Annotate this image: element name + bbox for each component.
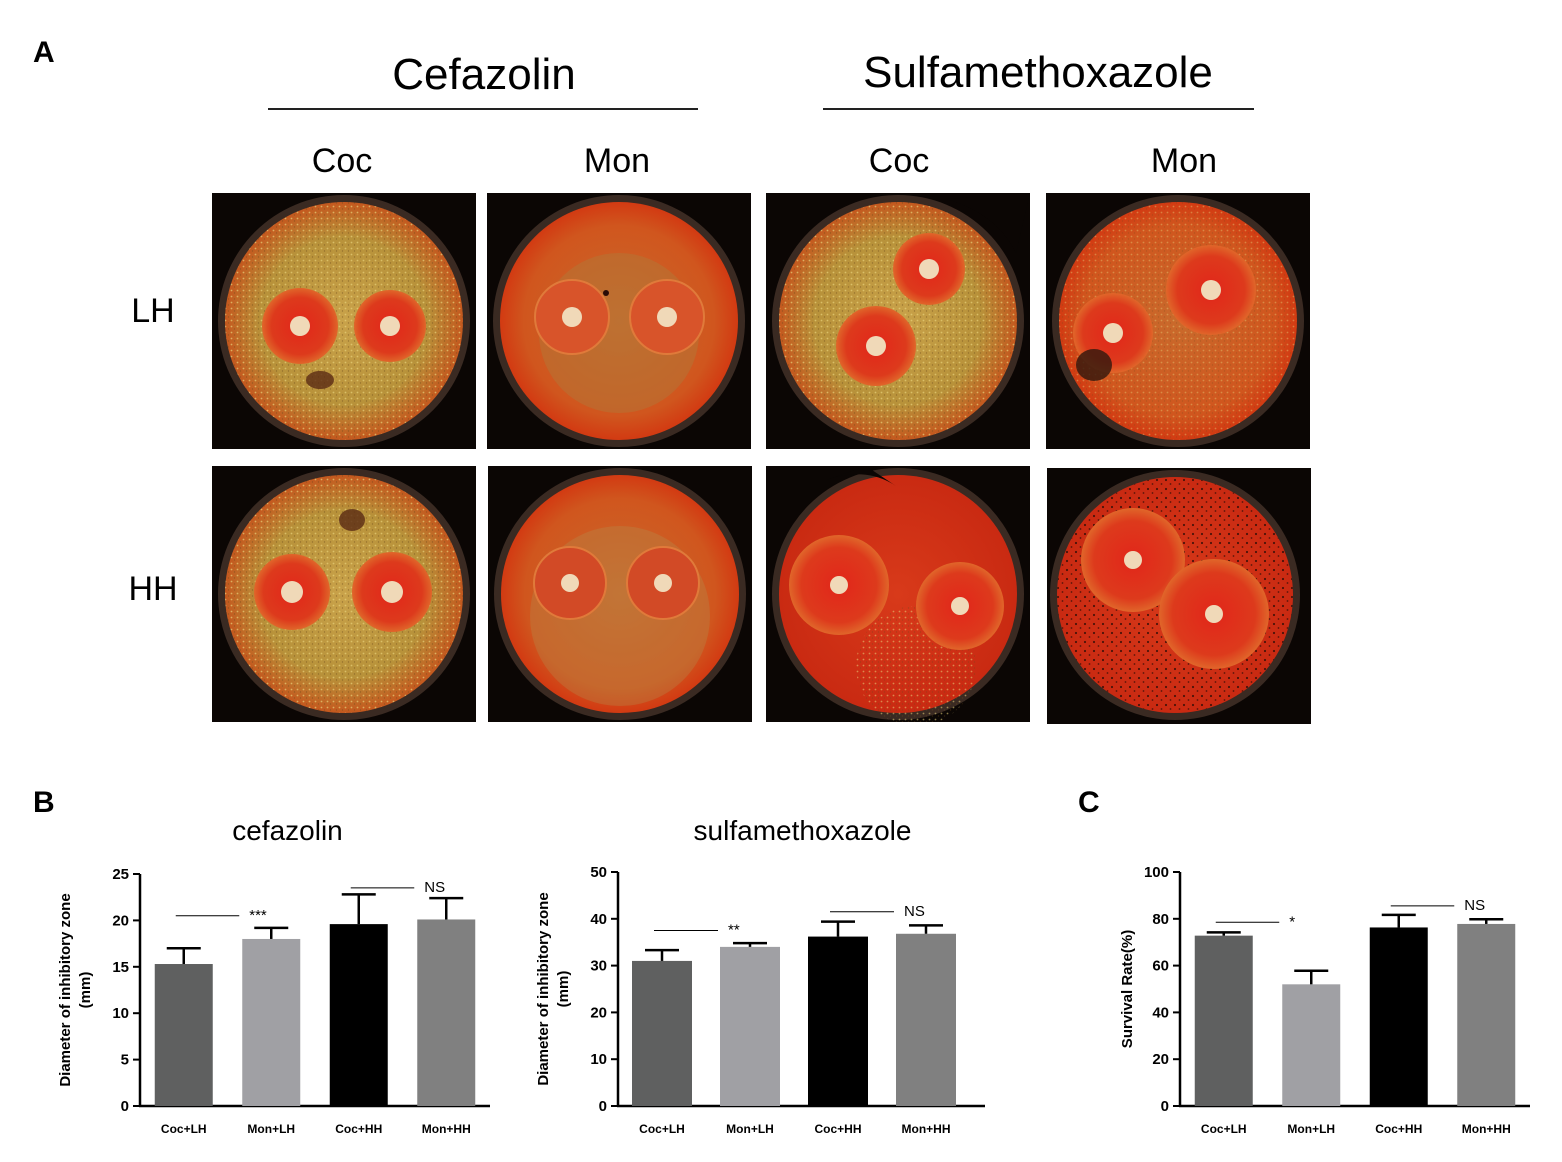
y-tick-label: 50 <box>590 864 607 881</box>
x-tick-label: Coc+LH <box>161 1122 207 1136</box>
y-tick-label: 40 <box>590 911 607 928</box>
bar-coc-lh <box>1194 935 1253 1106</box>
chart-svg-cefazolin: 0 5 10 15 20 25 Diameter of inhibitory zone (mm… <box>57 866 490 1136</box>
significance-label: NS <box>424 879 445 896</box>
y-tick-label: 10 <box>590 1051 607 1068</box>
x-tick-label: Coc+HH <box>814 1122 861 1136</box>
sulfamethoxazole-underline <box>823 108 1254 110</box>
row-label-lh: LH <box>131 292 175 330</box>
y-axis-label: Diameter of inhibitory zone <box>57 893 74 1086</box>
plate-cefazolin-coc-lh <box>212 193 476 449</box>
x-tick-label: Mon+LH <box>1287 1122 1335 1136</box>
significance-label: NS <box>904 903 925 920</box>
y-tick-label: 80 <box>1152 911 1169 928</box>
column-label-mon-sulfa: Mon <box>1150 142 1218 180</box>
x-tick-label: Mon+LH <box>726 1122 774 1136</box>
column-label-mon-cefazolin: Mon <box>583 142 651 180</box>
x-tick-label: Coc+LH <box>1201 1122 1247 1136</box>
y-axis-label: Diameter of inhibitory zone <box>535 892 552 1085</box>
plate-cefazolin-coc-hh <box>212 466 476 722</box>
y-tick-label: 30 <box>590 958 607 975</box>
y-tick-label: 0 <box>121 1098 129 1115</box>
x-tick-label: Mon+HH <box>1462 1122 1511 1136</box>
chart-title-sulfamethoxazole: sulfamethoxazole <box>693 815 912 846</box>
plate-sulfa-mon-hh <box>1047 468 1311 724</box>
row-label-hh: HH <box>128 570 178 608</box>
cefazolin-underline <box>268 108 698 110</box>
drug-title-sulfamethoxazole: Sulfamethoxazole <box>863 48 1213 97</box>
x-tick-label: Coc+HH <box>335 1122 382 1136</box>
drug-title-cefazolin: Cefazolin <box>392 50 576 99</box>
column-label-coc-sulfa: Coc <box>868 142 930 180</box>
y-axis-label: (mm) <box>77 972 94 1009</box>
x-tick-label: Mon+HH <box>902 1122 951 1136</box>
plate-sulfa-mon-lh <box>1046 193 1310 449</box>
bar-mon-hh <box>417 919 476 1106</box>
bar-mon-lh <box>242 938 301 1106</box>
bar-mon-hh <box>1457 923 1516 1106</box>
chart-title-cefazolin: cefazolin <box>232 815 343 846</box>
bar-coc-lh <box>154 964 213 1106</box>
panel-letter-a: A <box>33 36 55 69</box>
x-tick-label: Coc+LH <box>639 1122 685 1136</box>
significance-label: ** <box>728 922 740 939</box>
y-tick-label: 20 <box>1152 1051 1169 1068</box>
bar-coc-hh <box>329 924 388 1106</box>
plate-cefazolin-mon-hh <box>488 466 752 722</box>
chart-svg-sulfamethoxazole: 0 10 20 30 40 50 Diameter of inhibitory zone (m… <box>535 864 985 1136</box>
bar-mon-hh <box>896 933 956 1106</box>
bar-chart-survival-rate: 0 20 40 60 80 100 Survival Rate(%) Coc+LH Mon+LH… <box>1100 850 1550 1155</box>
y-tick-label: 60 <box>1152 958 1169 975</box>
panel-letter-b: B <box>33 786 55 819</box>
y-tick-label: 20 <box>112 912 129 929</box>
y-tick-label: 0 <box>599 1098 607 1115</box>
y-axis-label: (mm) <box>555 971 572 1008</box>
x-tick-label: Mon+LH <box>247 1122 295 1136</box>
bar-mon-lh <box>720 946 780 1106</box>
significance-label: * <box>1289 913 1295 930</box>
y-tick-label: 20 <box>590 1004 607 1021</box>
y-tick-label: 0 <box>1161 1098 1169 1115</box>
plate-cefazolin-mon-lh <box>487 193 751 449</box>
bar-coc-hh <box>1369 927 1428 1106</box>
chart-svg-survival-rate: 0 20 40 60 80 100 Survival Rate(%) Coc+LH Mon+LH… <box>1119 864 1530 1136</box>
x-tick-label: Mon+HH <box>422 1122 471 1136</box>
x-tick-label: Coc+HH <box>1375 1122 1422 1136</box>
bar-coc-hh <box>808 936 868 1106</box>
y-tick-label: 10 <box>112 1005 129 1022</box>
bar-coc-lh <box>632 960 692 1106</box>
y-tick-label: 5 <box>121 1052 129 1069</box>
bar-chart-cefazolin: 0 5 10 15 20 25 Diameter of inhibitory zone (mm… <box>50 850 500 1155</box>
plate-sulfa-coc-lh <box>766 193 1030 449</box>
y-tick-label: 40 <box>1152 1004 1169 1021</box>
plate-sulfa-coc-hh <box>766 466 1030 722</box>
column-label-coc-cefazolin: Coc <box>311 142 373 180</box>
significance-label: *** <box>249 907 267 924</box>
panel-letter-c: C <box>1078 786 1100 819</box>
bar-chart-sulfamethoxazole: 0 10 20 30 40 50 Diameter of inhibitory zone (m… <box>530 850 985 1155</box>
y-tick-label: 100 <box>1144 864 1169 881</box>
significance-label: NS <box>1464 897 1485 914</box>
bar-mon-lh <box>1282 984 1341 1106</box>
y-tick-label: 15 <box>112 959 129 976</box>
y-axis-label: Survival Rate(%) <box>1119 930 1136 1048</box>
y-tick-label: 25 <box>112 866 129 883</box>
